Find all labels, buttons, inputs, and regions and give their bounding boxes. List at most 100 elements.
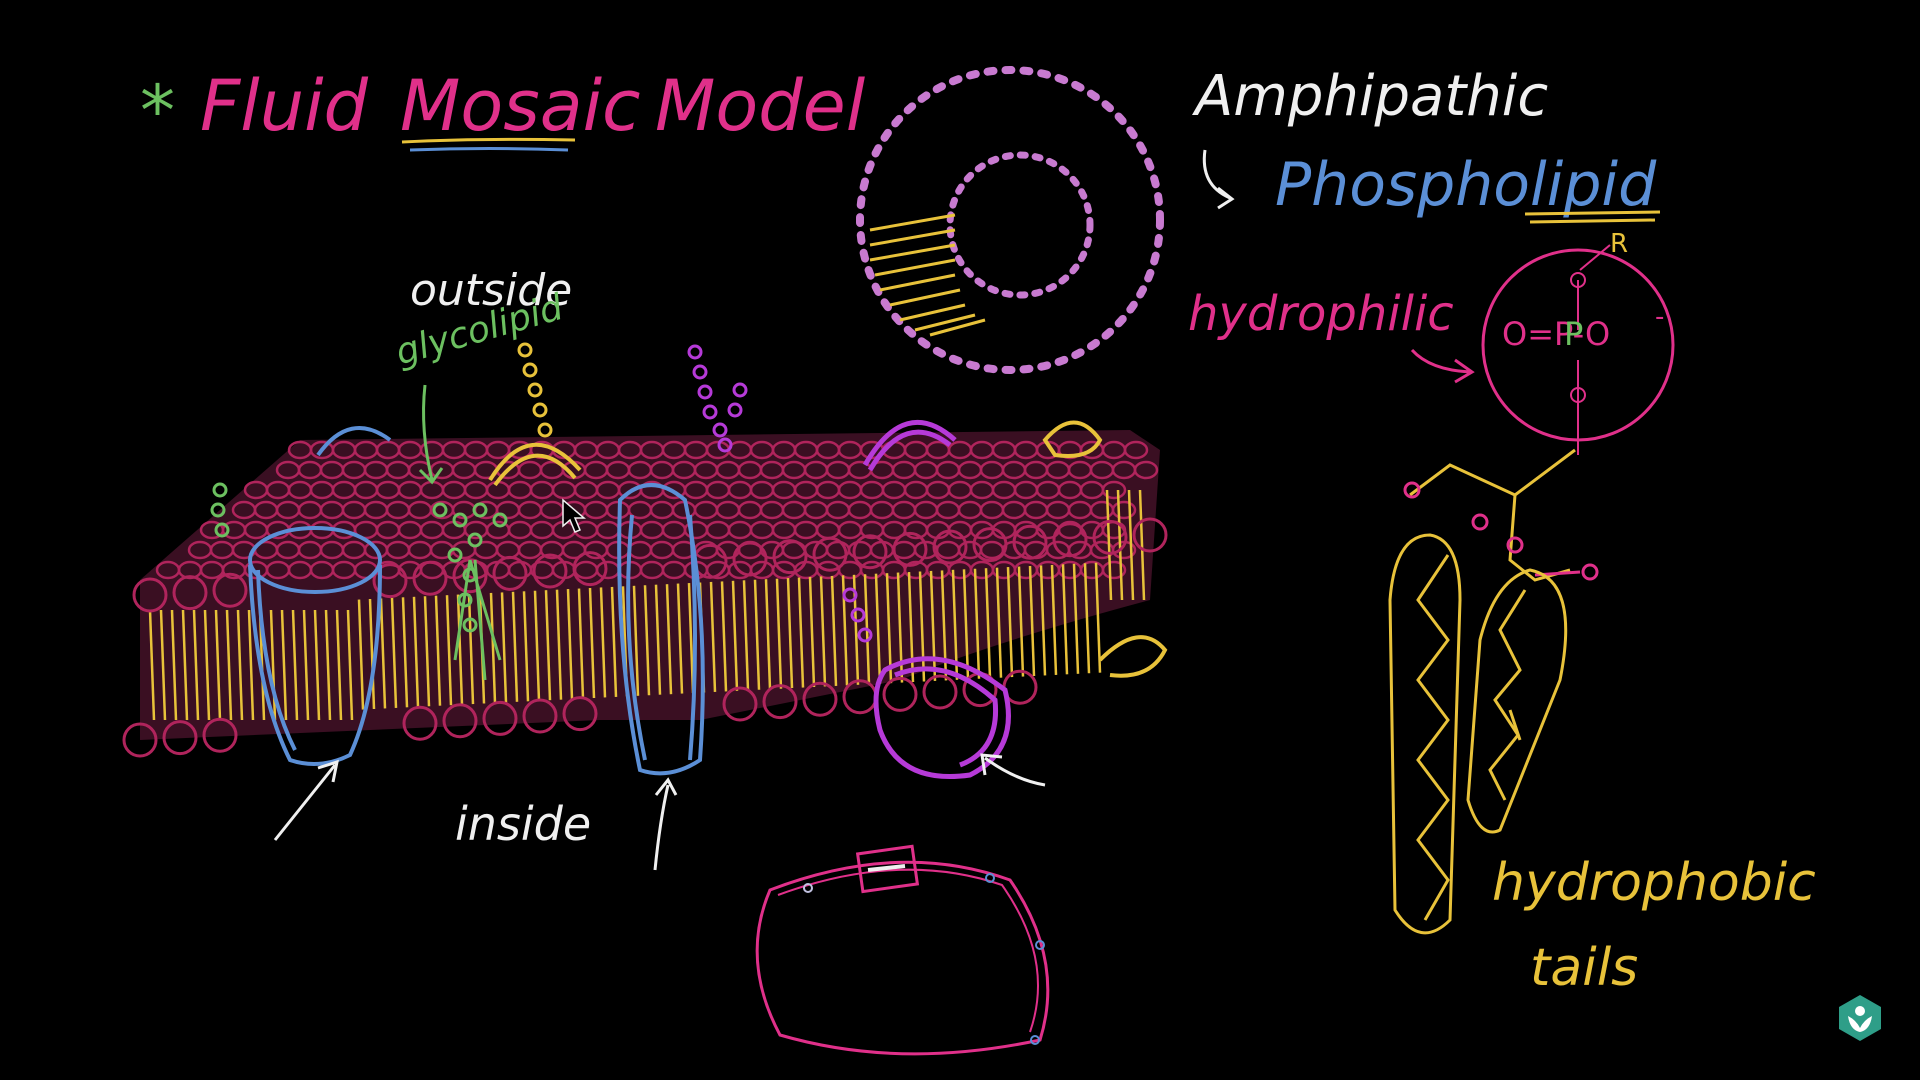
channel-protein-right [617, 483, 705, 776]
lipid-head [132, 577, 168, 613]
lipid-tail [687, 583, 695, 694]
lipid-tail [313, 609, 321, 721]
lipid-head [492, 555, 528, 591]
lipid-tail [973, 568, 981, 679]
glycolipid-arrow [418, 384, 444, 485]
lipid-head [1052, 522, 1088, 558]
lipid-head [1132, 517, 1168, 553]
lipid-head [972, 527, 1008, 563]
lipid-head [482, 700, 518, 736]
lipid-head [722, 686, 758, 722]
lipid-tail [962, 569, 970, 680]
cell-drawing [755, 844, 1050, 1056]
lipid-tail [511, 591, 519, 702]
lipid-tail [632, 585, 640, 696]
lipid-tail [522, 591, 530, 702]
label-hydrophilic: hydrophilic [1188, 286, 1454, 342]
label-r-group: R [1610, 229, 1628, 259]
label-charge: - [1655, 302, 1664, 332]
lipid-tail [423, 596, 431, 707]
lipid-tail [445, 595, 453, 706]
lipid-tail [742, 580, 750, 691]
tail-region [148, 489, 1146, 721]
lipid-tail [808, 576, 816, 688]
lipid-tail [1050, 564, 1058, 675]
lipid-tail [555, 589, 563, 700]
lipid-tail [929, 570, 937, 681]
title-fluid: Fluid [200, 65, 369, 147]
lipid-tail [302, 609, 310, 721]
title-mosaic: Mosaic [400, 65, 641, 147]
lipid-tail [764, 579, 772, 690]
lipid-tail [918, 571, 926, 682]
lipid-tail [1127, 489, 1135, 601]
lipid-tail [1138, 489, 1146, 601]
micelle-diagram [856, 66, 1164, 374]
lipid-tail [225, 609, 233, 721]
lipid-tail [203, 609, 211, 721]
lipid-tail [544, 590, 552, 701]
lipid-head [522, 698, 558, 734]
lipid-head [372, 563, 408, 599]
lipid-head [1101, 480, 1127, 500]
top-head-cluster [155, 440, 1159, 580]
lipid-tail [907, 572, 915, 683]
lipid-tail [533, 590, 541, 701]
lipid-tail [379, 598, 387, 709]
title-underline-yellow [401, 137, 576, 144]
label-amphipathic: Amphipathic [1192, 64, 1548, 129]
label-phosphate: O=P-O [1502, 315, 1610, 353]
lipid-tail [1083, 563, 1091, 674]
lipid-tail [1094, 562, 1102, 673]
lipid-tail [676, 583, 684, 694]
lipid-tail [181, 609, 189, 721]
lipid-head [1092, 519, 1128, 555]
channel-protein-left [248, 526, 382, 766]
lipid-tail [456, 594, 464, 705]
lipid-tail [786, 578, 794, 689]
label-outside: outside [410, 265, 572, 316]
lipid-tail [731, 580, 739, 691]
phospholipid-head: R O=P-O P - [1481, 229, 1675, 455]
title-group: * Fluid Mosaic Model [140, 65, 866, 152]
label-tails: tails [1530, 938, 1638, 998]
lipid-tail [1017, 566, 1025, 677]
lipid-head [402, 705, 438, 741]
front-head-rows [122, 517, 1168, 758]
lipid-head [532, 553, 568, 589]
title-underline-blue [409, 147, 569, 152]
lipid-head [162, 720, 198, 756]
lipid-tail [830, 575, 838, 686]
yellow-protein [488, 420, 1168, 678]
label-p: P [1564, 315, 1583, 353]
hydrophobic-tails [1388, 533, 1568, 935]
lipid-head [922, 674, 958, 710]
lipid-head [202, 717, 238, 753]
lipid-tail [1028, 565, 1036, 677]
lipid-underline [1524, 210, 1661, 224]
lipid-tail [324, 609, 332, 721]
lipid-tail [368, 598, 376, 710]
lipid-tail [753, 579, 761, 690]
lipid-tail [819, 576, 827, 687]
title-star: * [140, 70, 175, 152]
lipid-tail [390, 597, 398, 708]
lipid-tail [159, 609, 167, 721]
lipid-tail [335, 609, 343, 721]
lipid-head [732, 541, 768, 577]
lipid-tail [467, 594, 475, 705]
lipid-tail [346, 609, 354, 721]
khan-academy-logo-icon[interactable] [1838, 994, 1882, 1042]
lipid-head [812, 536, 848, 572]
peripheral-protein-purple [862, 419, 1011, 779]
lipid-head [572, 551, 608, 587]
lipid-head [932, 529, 968, 565]
lipid-tail [357, 599, 365, 710]
lipid-tail [412, 596, 420, 707]
arrow-right-protein [653, 777, 678, 871]
lipid-head [1012, 524, 1048, 560]
glycerol-backbone [1403, 448, 1599, 582]
lipid-tail [500, 592, 508, 703]
label-phospholipid: Phospholipid [1275, 150, 1657, 220]
lipid-head [772, 539, 808, 575]
